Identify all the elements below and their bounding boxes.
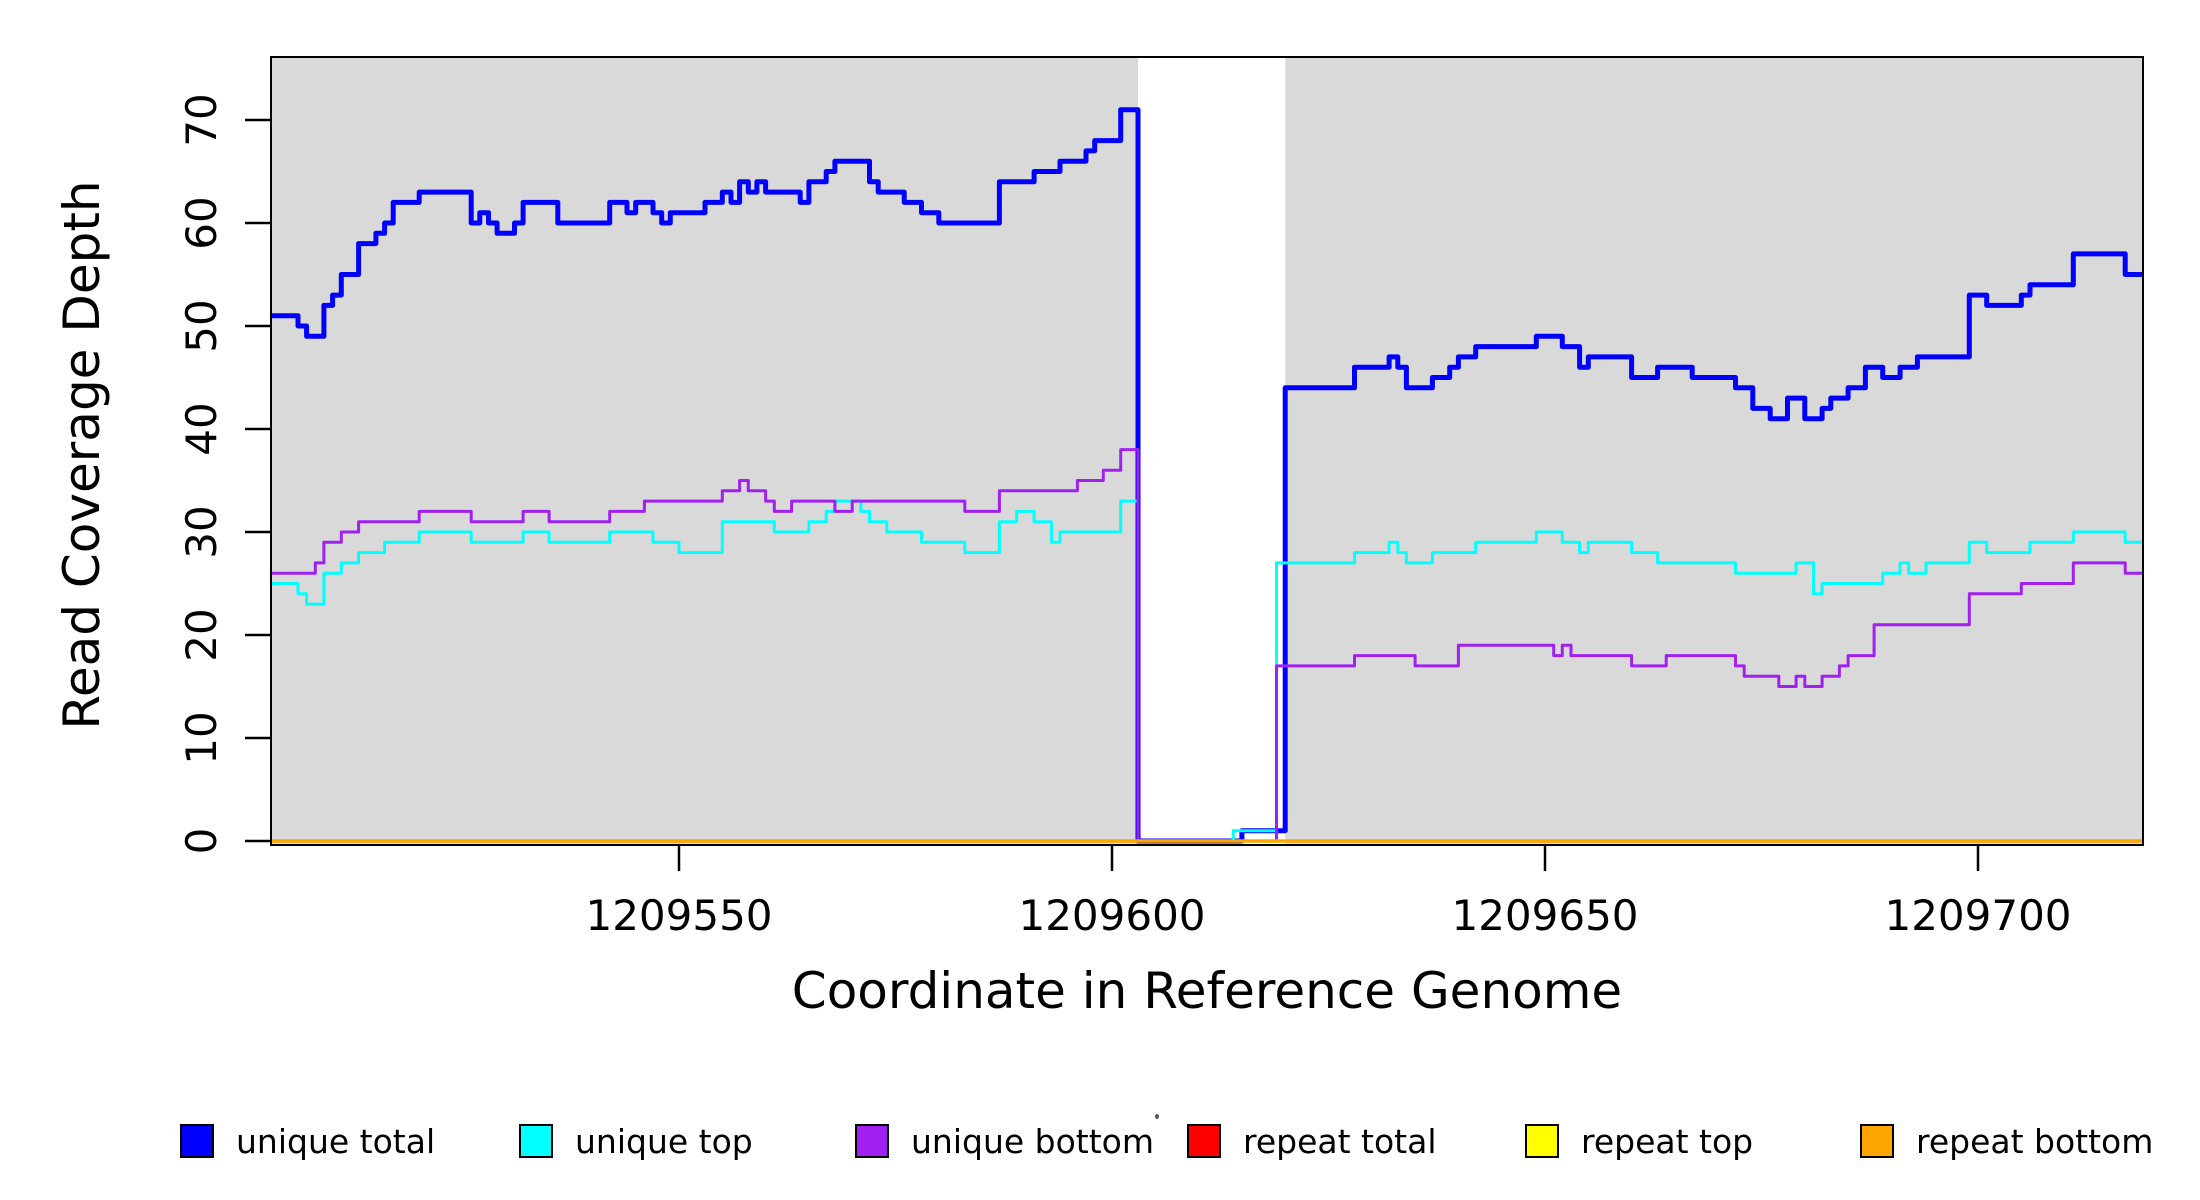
y-tick-label: 0 xyxy=(177,828,226,855)
y-tick-label: 60 xyxy=(177,196,226,249)
plot-border xyxy=(270,56,2144,846)
y-tick-label: 10 xyxy=(177,711,226,764)
stray-dot-artifact xyxy=(1155,1114,1159,1119)
x-tick-label: 1209600 xyxy=(1018,891,1205,940)
y-tick-label: 30 xyxy=(177,505,226,558)
y-tick-label: 70 xyxy=(177,93,226,146)
y-tick-label: 50 xyxy=(177,299,226,352)
x-tick-label: 1209700 xyxy=(1884,891,2071,940)
plot-bg-right xyxy=(1285,57,2143,845)
x-tick-label: 1209550 xyxy=(585,891,772,940)
y-tick-label: 40 xyxy=(177,402,226,455)
y-axis-title: Read Coverage Depth xyxy=(53,180,111,730)
y-tick-label: 20 xyxy=(177,608,226,661)
x-tick-label: 1209650 xyxy=(1451,891,1638,940)
x-axis-title: Coordinate in Reference Genome xyxy=(791,962,1623,1020)
plot-bg-left xyxy=(271,57,1138,845)
